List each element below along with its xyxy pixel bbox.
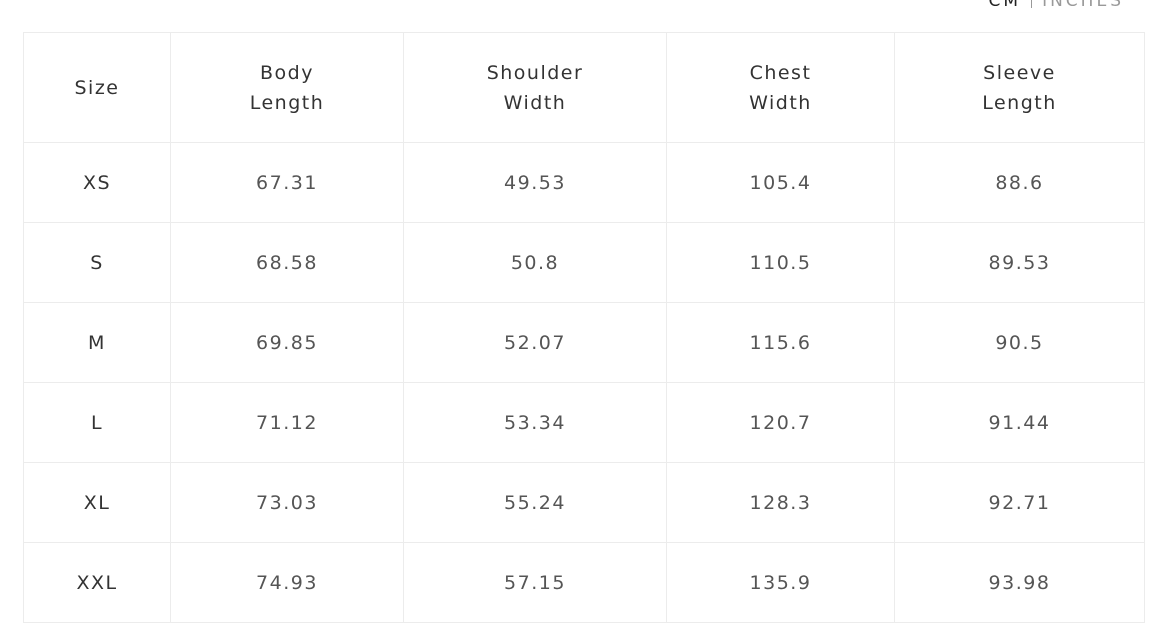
column-header: Shoulder Width	[403, 32, 667, 143]
measurement-cell: 128.3	[666, 462, 895, 543]
measurement-cell: 105.4	[666, 142, 895, 223]
column-header: Chest Width	[666, 32, 895, 143]
unit-option[interactable]: INCHES	[1042, 0, 1124, 11]
measurement-cell: 135.9	[666, 542, 895, 623]
table-body: XS 67.31 49.53 105.4 88.6 S 68.58 50.8 110.5 89.5…	[23, 142, 1145, 623]
table-row: XS 67.31 49.53 105.4 88.6	[23, 142, 1145, 223]
column-header: Size	[23, 32, 171, 143]
measurement-cell: 74.93	[170, 542, 404, 623]
measurement-cell: 92.71	[894, 462, 1145, 543]
measurement-cell: 93.98	[894, 542, 1145, 623]
column-header: Sleeve Length	[894, 32, 1145, 143]
measurement-cell: 91.44	[894, 382, 1145, 463]
measurement-cell: 68.58	[170, 222, 404, 303]
size-cell: M	[23, 302, 171, 383]
size-cell: S	[23, 222, 171, 303]
size-table: Size Body Length Shoulder Width Chest Width…	[23, 32, 1145, 623]
size-cell: XS	[23, 142, 171, 223]
measurement-cell: 110.5	[666, 222, 895, 303]
header-row: Size Body Length Shoulder Width Chest Width…	[23, 32, 1145, 143]
measurement-cell: 90.5	[894, 302, 1145, 383]
measurement-cell: 52.07	[403, 302, 667, 383]
measurement-cell: 67.31	[170, 142, 404, 223]
table-row: S 68.58 50.8 110.5 89.53	[23, 222, 1145, 303]
column-header: Body Length	[170, 32, 404, 143]
measurement-cell: 55.24	[403, 462, 667, 543]
size-cell: L	[23, 382, 171, 463]
measurement-cell: 53.34	[403, 382, 667, 463]
measurement-cell: 89.53	[894, 222, 1145, 303]
size-cell: XXL	[23, 542, 171, 623]
measurement-cell: 71.12	[170, 382, 404, 463]
unit-option[interactable]: CM	[988, 0, 1022, 11]
measurement-cell: 69.85	[170, 302, 404, 383]
measurement-cell: 88.6	[894, 142, 1145, 223]
measurement-cell: 57.15	[403, 542, 667, 623]
measurement-cell: 49.53	[403, 142, 667, 223]
table-row: M 69.85 52.07 115.6 90.5	[23, 302, 1145, 383]
measurement-cell: 115.6	[666, 302, 895, 383]
separator	[1031, 0, 1033, 8]
table-row: XL 73.03 55.24 128.3 92.71	[23, 462, 1145, 543]
measurement-cell: 120.7	[666, 382, 895, 463]
table-row: L 71.12 53.34 120.7 91.44	[23, 382, 1145, 463]
size-cell: XL	[23, 462, 171, 543]
unit-toggle: CM INCHES	[989, 0, 1124, 11]
measurement-cell: 50.8	[403, 222, 667, 303]
measurement-cell: 73.03	[170, 462, 404, 543]
table-row: XXL 74.93 57.15 135.9 93.98	[23, 542, 1145, 623]
